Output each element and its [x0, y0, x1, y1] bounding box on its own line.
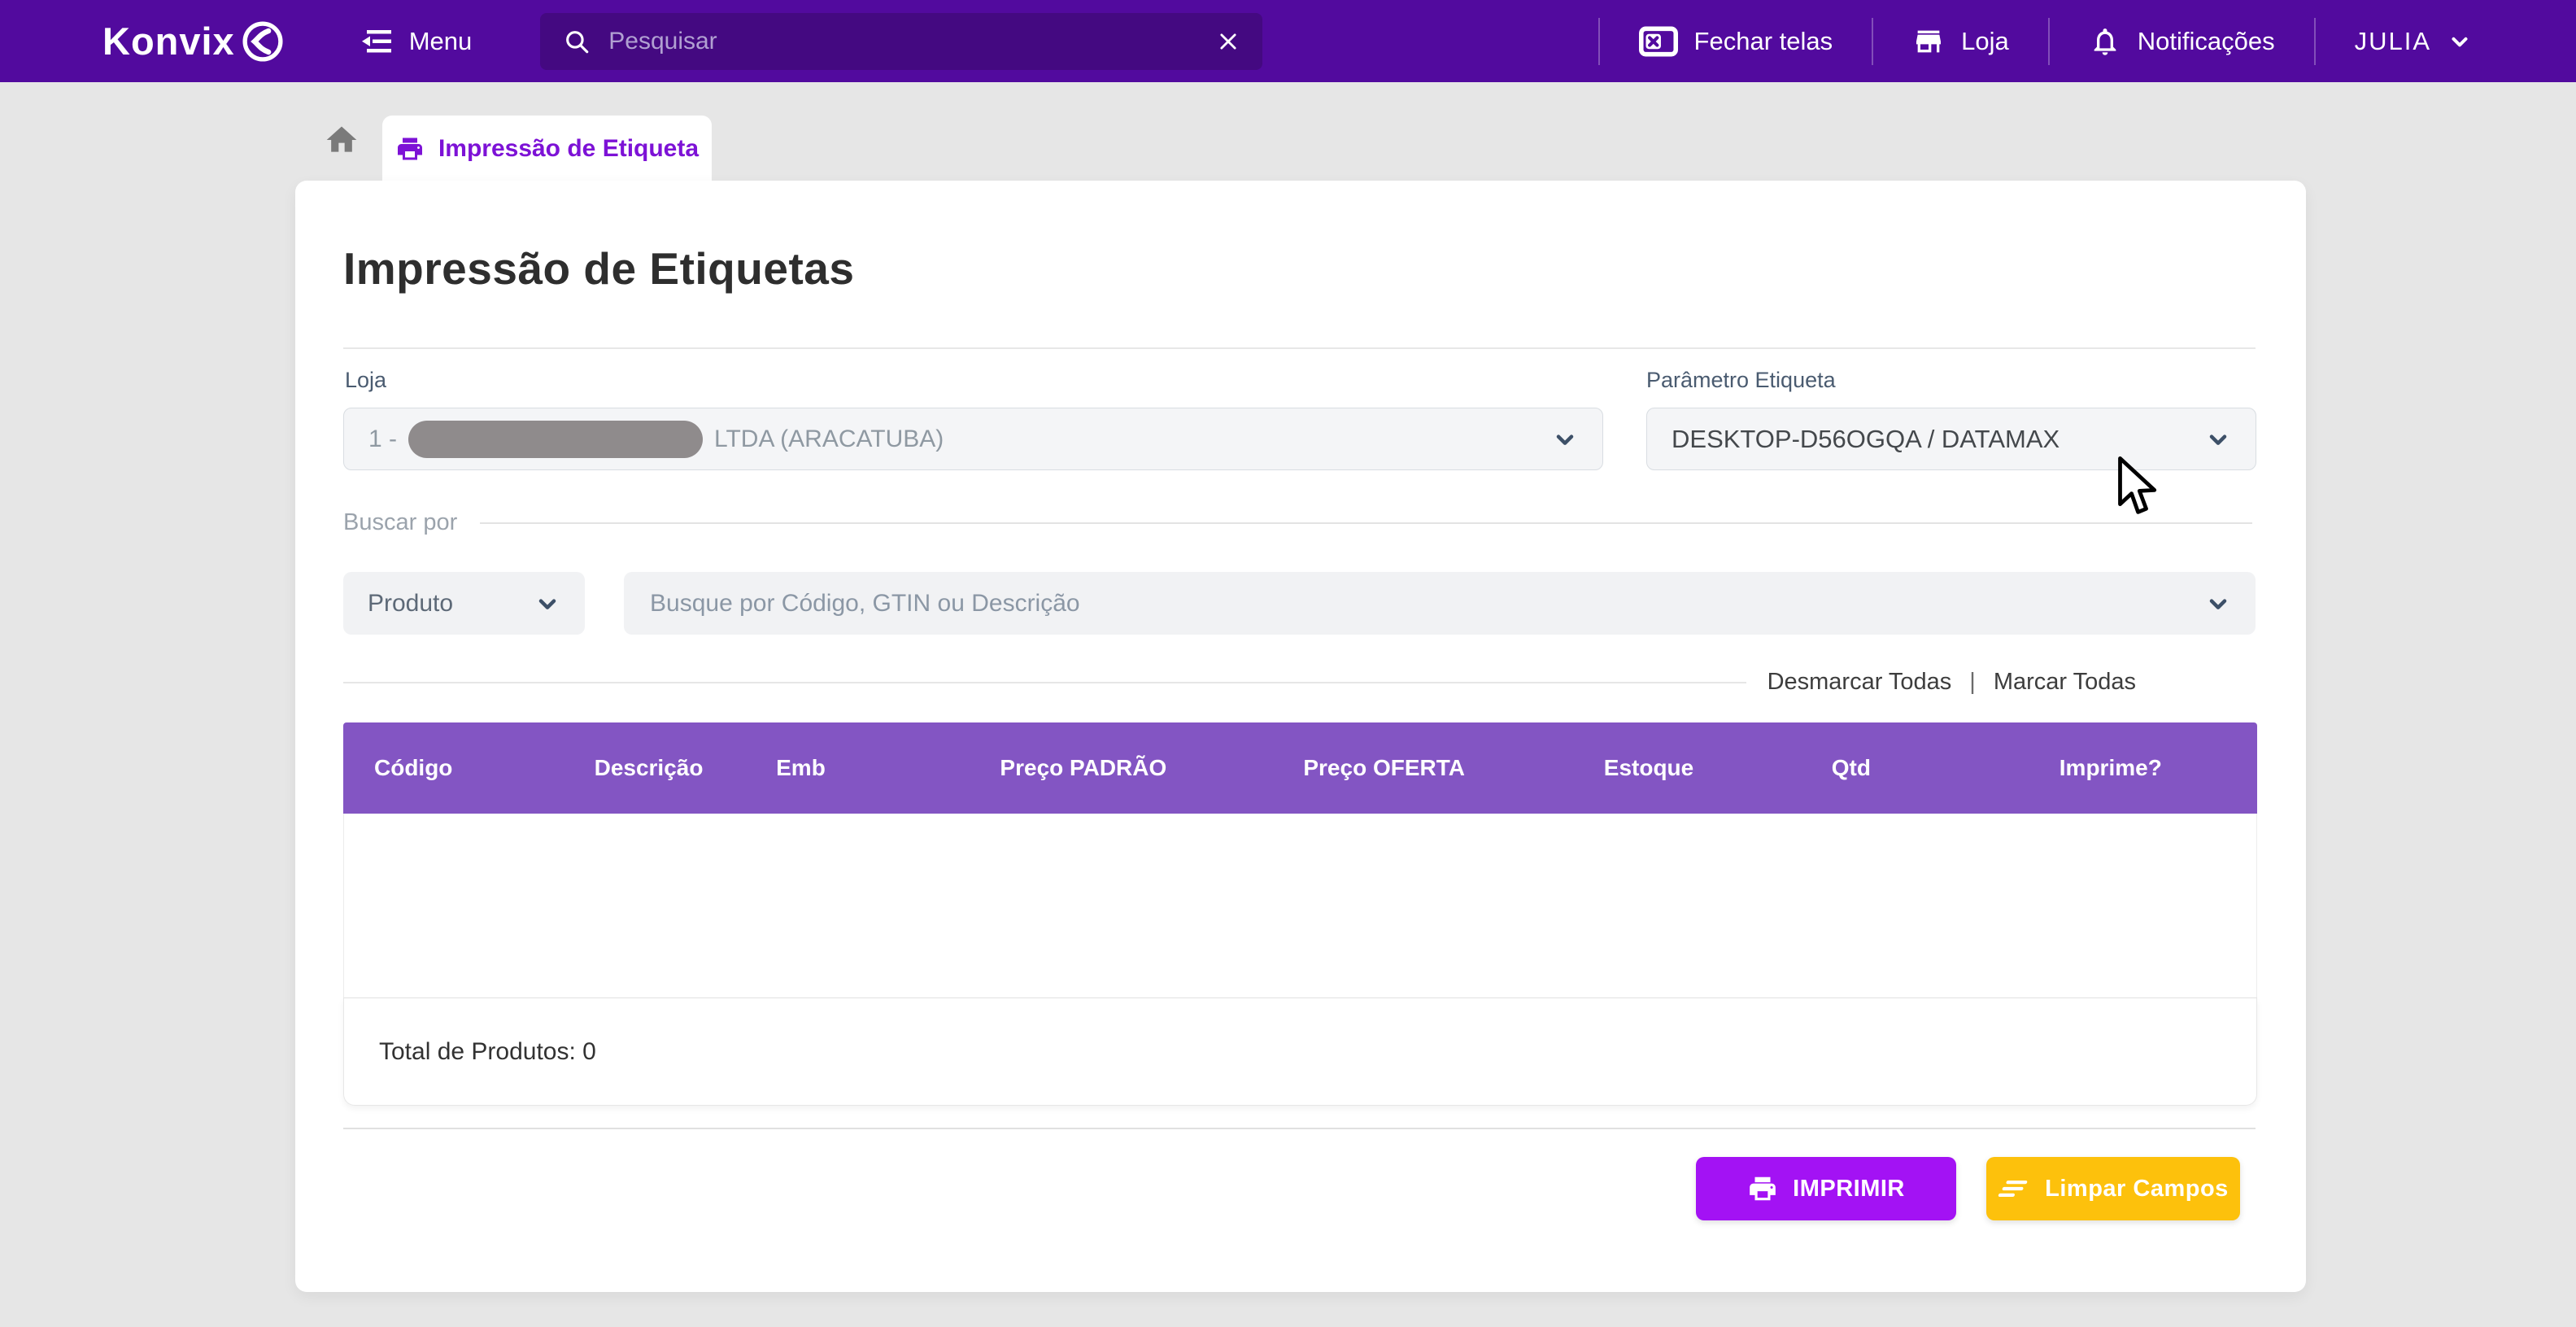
app-header: Konvix Menu	[0, 0, 2576, 82]
home-icon[interactable]	[324, 122, 360, 158]
clear-fields-icon	[1994, 1176, 2033, 1202]
notifications-label: Notificações	[2137, 26, 2275, 55]
total-produtos-label: Total de Produtos: 0	[379, 1037, 596, 1065]
section-divider-line	[480, 522, 2252, 524]
imprimir-button[interactable]: IMPRIMIR	[1696, 1157, 1956, 1220]
loja-value-prefix: 1 -	[368, 425, 398, 452]
header-divider	[1597, 17, 1600, 65]
column-header-estoque: Estoque	[1603, 755, 1694, 780]
menu-button[interactable]: Menu	[360, 26, 473, 56]
redacted-company-name	[408, 420, 704, 458]
loja-button[interactable]: Loja	[1912, 25, 2009, 58]
user-menu[interactable]: JULIA	[2355, 27, 2472, 56]
section-divider-line	[343, 681, 1746, 683]
selection-links-row: Desmarcar Todas | Marcar Todas	[343, 669, 2136, 696]
tipo-busca-value: Produto	[368, 589, 454, 617]
fechar-telas-label: Fechar telas	[1693, 26, 1833, 55]
bell-icon	[2089, 25, 2121, 58]
products-table-footer: Total de Produtos: 0	[343, 997, 2257, 1106]
loja-select[interactable]: 1 - LTDA (ARACATUBA)	[343, 408, 1603, 470]
konvix-logo[interactable]: Konvix	[102, 19, 284, 63]
tab-impressao-de-etiqueta[interactable]: Impressão de Etiqueta	[382, 116, 712, 181]
products-table: Código Descrição Emb Preço PADRÃO Preço …	[343, 722, 2257, 1106]
fechar-telas-button[interactable]: Fechar telas	[1638, 26, 1833, 57]
notifications-button[interactable]: Notificações	[2089, 25, 2275, 58]
chevron-down-icon	[1552, 426, 1578, 452]
store-icon	[1912, 25, 1945, 58]
parametro-field-label: Parâmetro Etiqueta	[1646, 368, 1836, 392]
global-search-input[interactable]	[607, 26, 1201, 56]
buscar-por-section: Buscar por	[343, 509, 2252, 536]
close-screens-icon	[1638, 26, 1678, 57]
column-header-preco-padrao: Preço PADRÃO	[1000, 755, 1167, 780]
loja-value-suffix: LTDA (ARACATUBA)	[714, 425, 944, 452]
global-search-bar	[540, 12, 1263, 70]
desmarcar-todas-link[interactable]: Desmarcar Todas	[1767, 669, 1952, 695]
column-header-codigo: Código	[374, 755, 453, 780]
parametro-value: DESKTOP-D56OGQA / DATAMAX	[1672, 424, 2060, 453]
products-table-body-empty	[343, 814, 2257, 997]
user-name: JULIA	[2354, 26, 2431, 55]
column-header-emb: Emb	[776, 755, 826, 780]
imprimir-label: IMPRIMIR	[1793, 1175, 1905, 1202]
products-table-header: Código Descrição Emb Preço PADRÃO Preço …	[343, 722, 2257, 814]
search-icon	[563, 28, 591, 55]
header-divider	[2313, 17, 2316, 65]
main-card: Impressão de Etiquetas Loja Parâmetro Et…	[295, 181, 2306, 1292]
limpar-label: Limpar Campos	[2045, 1175, 2229, 1202]
links-separator: |	[1969, 669, 1976, 695]
marcar-todas-link[interactable]: Marcar Todas	[1993, 669, 2136, 695]
konvix-logo-text: Konvix	[102, 20, 235, 63]
column-header-qtd: Qtd	[1831, 755, 1871, 780]
tipo-busca-select[interactable]: Produto	[343, 572, 585, 635]
chevron-down-icon	[534, 591, 560, 617]
chevron-down-icon	[2205, 591, 2231, 617]
divider	[343, 1128, 2256, 1129]
chevron-down-icon	[2447, 29, 2472, 54]
printer-icon	[1747, 1173, 1778, 1204]
produto-search-input[interactable]	[648, 588, 2205, 618]
menu-collapse-icon	[360, 28, 394, 55]
produto-search-combo	[624, 572, 2256, 635]
chevron-down-icon	[2205, 426, 2231, 452]
page-title: Impressão de Etiquetas	[343, 243, 855, 294]
konvix-logo-icon	[242, 20, 284, 63]
tab-label: Impressão de Etiqueta	[438, 134, 700, 162]
buscar-por-label: Buscar por	[343, 509, 458, 535]
loja-field-label: Loja	[345, 368, 387, 392]
header-divider	[2047, 17, 2050, 65]
column-header-descricao: Descrição	[594, 755, 704, 780]
parametro-etiqueta-select[interactable]: DESKTOP-D56OGQA / DATAMAX	[1646, 408, 2256, 470]
column-header-preco-oferta: Preço OFERTA	[1303, 755, 1465, 780]
header-actions: Fechar telas Loja Notificações JULIA	[1559, 17, 2472, 65]
limpar-campos-button[interactable]: Limpar Campos	[1986, 1157, 2240, 1220]
printer-icon	[395, 134, 425, 164]
loja-label: Loja	[1961, 26, 2009, 55]
header-divider	[1872, 17, 1874, 65]
search-clear-icon[interactable]	[1217, 30, 1240, 53]
menu-label: Menu	[408, 26, 473, 55]
divider	[343, 347, 2256, 349]
column-header-imprime: Imprime?	[2059, 755, 2162, 780]
